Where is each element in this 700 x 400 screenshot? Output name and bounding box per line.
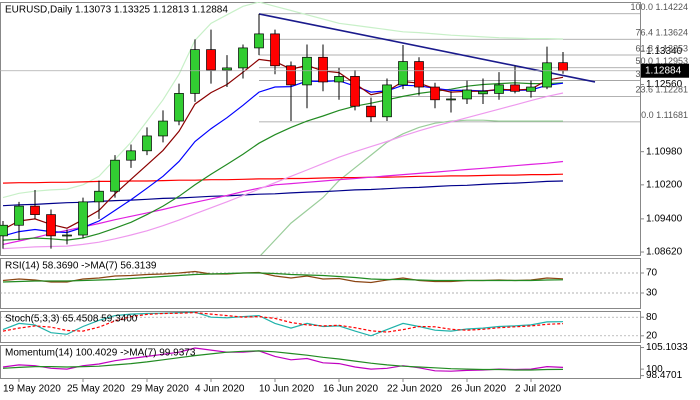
- series-line: [2, 92, 564, 250]
- x-tick-label: 25 May 2020: [67, 384, 125, 395]
- candle-body: [78, 201, 88, 236]
- x-tick-label: 4 Jun 2020: [195, 384, 245, 395]
- candle-body: [30, 205, 40, 215]
- candle-body: [270, 33, 280, 67]
- panel-content: [0, 2, 640, 255]
- x-tick-label: 22 Jun 2020: [387, 384, 442, 395]
- candle-body: [382, 84, 392, 118]
- y-tick-label: 20: [646, 330, 658, 341]
- candle-body: [398, 61, 408, 86]
- y-tick-label: 1.10200: [646, 179, 683, 190]
- series-line: [2, 350, 564, 371]
- candle-body: [94, 190, 104, 203]
- series-line: [2, 160, 564, 245]
- x-tick-label: 10 Jun 2020: [259, 384, 314, 395]
- candle-body: [414, 61, 424, 88]
- candle-body: [558, 62, 568, 72]
- series-line: [260, 119, 563, 255]
- candle-body: [350, 76, 360, 107]
- candle-body: [14, 205, 24, 226]
- y-tick-label: 1.08620: [646, 247, 683, 258]
- rsi-panel: [0, 258, 641, 309]
- x-tick-label: 19 May 2020: [3, 384, 61, 395]
- candle-body: [286, 65, 296, 86]
- candle-body: [158, 120, 168, 137]
- fib-label: 0.0 1.11681: [641, 110, 688, 120]
- panel-title: RSI(14) 58.3690 ->MA(7) 56.3139: [5, 261, 157, 272]
- candle-body: [462, 89, 472, 100]
- momentum-panel: [0, 345, 641, 379]
- panel-title: Stoch(5,3,3) 65.4508 59.3400: [5, 314, 138, 325]
- candle-body: [222, 67, 232, 71]
- series-line: [2, 311, 564, 337]
- y-tick-label: 80: [646, 312, 658, 323]
- candle-body: [526, 86, 536, 92]
- candle-body: [62, 234, 72, 237]
- candle-body: [318, 56, 328, 83]
- y-tick-label: 100: [646, 364, 663, 375]
- y-tick-label: 70: [646, 268, 658, 279]
- candle-body: [0, 224, 8, 237]
- candle-body: [446, 98, 456, 101]
- candle-body: [542, 62, 552, 88]
- stoch-panel: [0, 311, 641, 343]
- fib-label: 23.6 1.12281: [635, 85, 688, 95]
- y-tick-label: 1.12560: [646, 79, 683, 90]
- x-tick-label: 16 Jun 2020: [323, 384, 378, 395]
- candle-body: [366, 105, 376, 118]
- candle-body: [190, 49, 200, 94]
- candle-body: [430, 86, 440, 101]
- price-label: 1.12884: [645, 65, 682, 76]
- y-tick-label: 30: [646, 288, 658, 299]
- candle-body: [46, 214, 56, 237]
- candle-body: [478, 90, 488, 95]
- panel-content: [0, 270, 640, 294]
- candle-body: [494, 84, 504, 94]
- candle-body: [334, 76, 344, 83]
- price-box: [641, 63, 689, 78]
- panel-content: [0, 311, 640, 337]
- fib-label: 76.4 1.13624: [635, 28, 688, 38]
- series-line: [2, 82, 564, 241]
- x-tick-label: 2 Jul 2020: [515, 384, 562, 395]
- y-tick-label: 1.13340: [646, 46, 683, 57]
- x-tick-label: 29 May 2020: [131, 384, 189, 395]
- series-line: [2, 173, 564, 184]
- fib-label: 61.8 1.13253: [635, 43, 688, 53]
- candle-body: [510, 84, 520, 92]
- y-tick-label: 105.1033: [646, 342, 688, 353]
- candle-body: [254, 33, 264, 49]
- series-line: [2, 272, 564, 283]
- panel-title: EURUSD,Daily 1.13073 1.13325 1.12813 1.1…: [5, 5, 228, 16]
- series-line: [2, 347, 564, 372]
- candle-body: [174, 93, 184, 122]
- panel-content: [2, 347, 564, 372]
- candle-body: [110, 159, 120, 192]
- main-panel: [0, 2, 641, 256]
- candle-body: [126, 150, 136, 161]
- layer: 1.13340 1.12560 1.10980 1.10200 1.09400 1.086…: [0, 2, 689, 395]
- series-line: [2, 2, 564, 199]
- y-tick-label: 98.4701: [646, 370, 683, 381]
- panel-title: Momentum(14) 100.4029 ->MA(7) 99.9373: [5, 348, 196, 359]
- candle-body: [238, 47, 248, 69]
- x-tick-label: 26 Jun 2020: [451, 384, 506, 395]
- fib-label: 50.0 1.12953: [635, 56, 688, 66]
- series-line: [2, 311, 564, 333]
- candle-body: [206, 49, 216, 71]
- y-tick-label: 1.09400: [646, 213, 683, 224]
- fib-label: 100.0 1.14224: [630, 2, 688, 12]
- y-tick-label: 1.10980: [646, 146, 683, 157]
- candle-body: [142, 135, 152, 152]
